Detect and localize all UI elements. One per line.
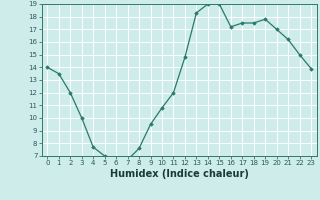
X-axis label: Humidex (Indice chaleur): Humidex (Indice chaleur)	[110, 169, 249, 179]
